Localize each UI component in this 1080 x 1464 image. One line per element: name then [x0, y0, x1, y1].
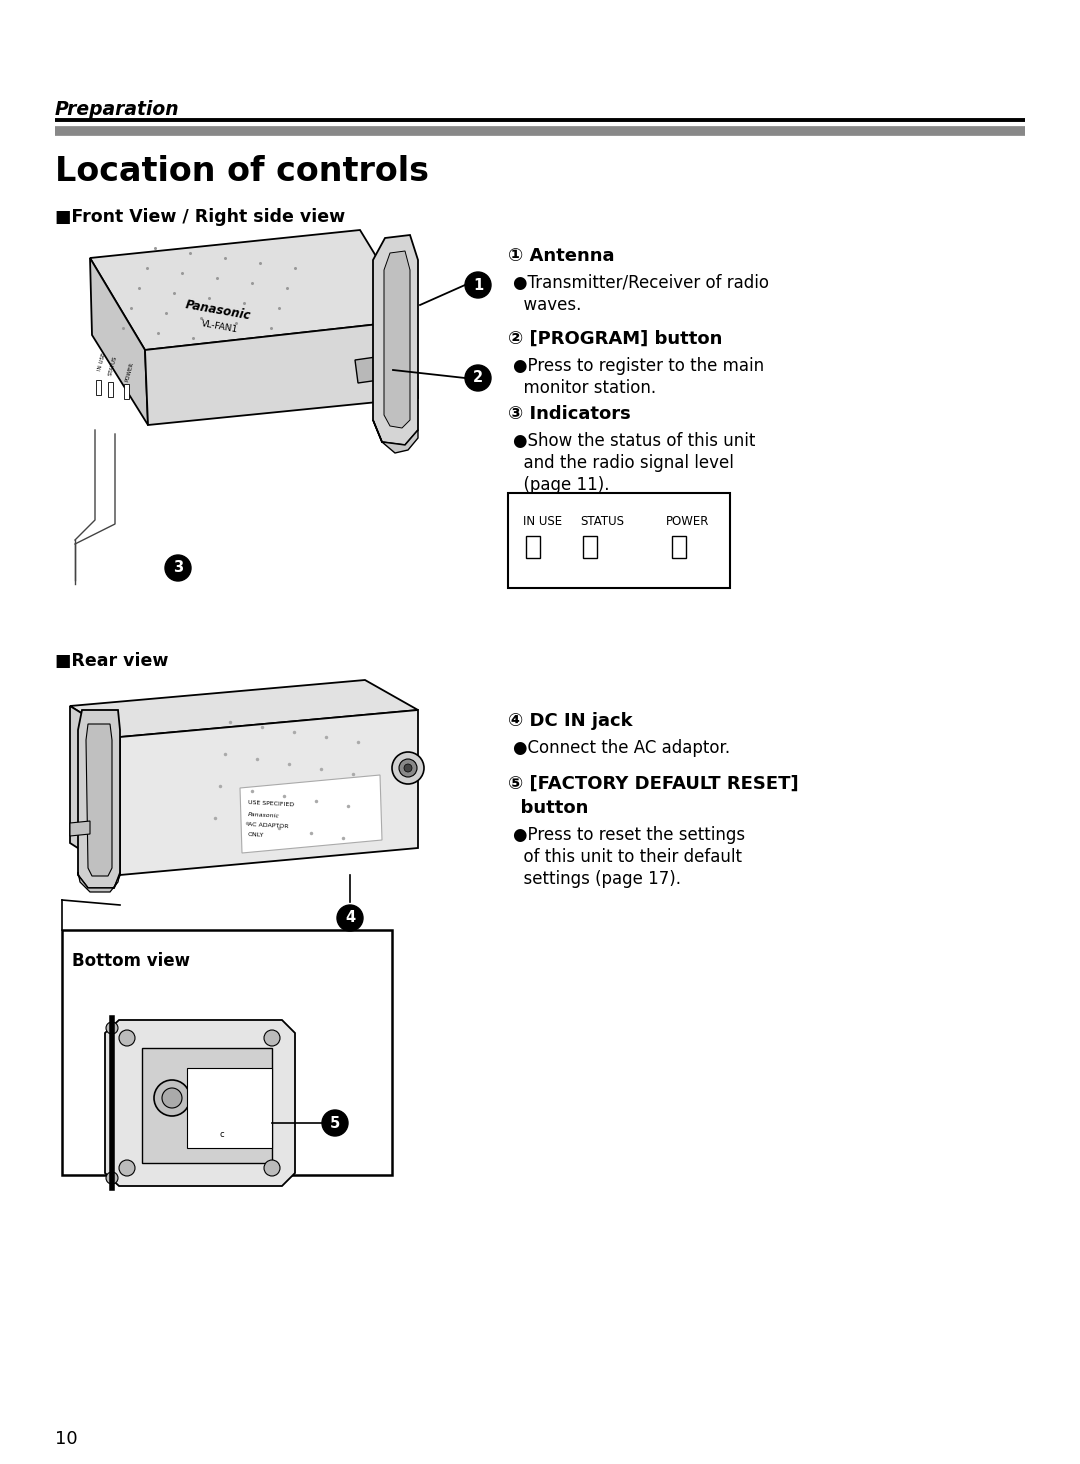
- Polygon shape: [70, 706, 120, 875]
- Text: ●Press to reset the settings: ●Press to reset the settings: [513, 826, 745, 845]
- FancyBboxPatch shape: [508, 493, 730, 589]
- Text: ① Antenna: ① Antenna: [508, 247, 615, 265]
- Text: STATUS: STATUS: [580, 515, 624, 529]
- Text: ●Transmitter/Receiver of radio: ●Transmitter/Receiver of radio: [513, 274, 769, 291]
- Text: ④ DC IN jack: ④ DC IN jack: [508, 712, 633, 731]
- Text: monitor station.: monitor station.: [513, 379, 657, 397]
- Circle shape: [264, 1159, 280, 1176]
- Polygon shape: [141, 1048, 272, 1162]
- Text: ●Press to register to the main: ●Press to register to the main: [513, 357, 765, 375]
- Text: ONLY: ONLY: [248, 832, 265, 837]
- Text: IN USE: IN USE: [523, 515, 562, 529]
- Polygon shape: [78, 873, 120, 892]
- Circle shape: [232, 1088, 252, 1108]
- Text: POWER: POWER: [666, 515, 710, 529]
- Polygon shape: [124, 384, 129, 400]
- Text: Preparation: Preparation: [55, 100, 179, 119]
- Polygon shape: [240, 774, 382, 854]
- Text: c: c: [219, 1130, 225, 1139]
- Circle shape: [154, 1080, 190, 1116]
- Circle shape: [224, 1080, 260, 1116]
- Circle shape: [399, 758, 417, 777]
- Text: ●Connect the AC adaptor.: ●Connect the AC adaptor.: [513, 739, 730, 757]
- Text: USE SPECIFIED: USE SPECIFIED: [248, 799, 295, 808]
- Circle shape: [119, 1031, 135, 1045]
- FancyBboxPatch shape: [526, 536, 540, 558]
- Circle shape: [119, 1159, 135, 1176]
- Circle shape: [322, 1110, 348, 1136]
- Polygon shape: [120, 710, 418, 875]
- Polygon shape: [145, 321, 418, 425]
- Text: ■Rear view: ■Rear view: [55, 651, 168, 671]
- Text: and the radio signal level: and the radio signal level: [513, 454, 734, 471]
- Text: ■Front View / Right side view: ■Front View / Right side view: [55, 208, 346, 225]
- Polygon shape: [187, 1069, 272, 1148]
- FancyBboxPatch shape: [583, 536, 597, 558]
- Text: 5: 5: [329, 1116, 340, 1130]
- Circle shape: [162, 1088, 183, 1108]
- Circle shape: [404, 764, 411, 772]
- Text: VL-FAN1: VL-FAN1: [201, 319, 239, 335]
- Polygon shape: [108, 382, 113, 397]
- Polygon shape: [86, 725, 112, 875]
- Text: waves.: waves.: [513, 296, 581, 313]
- Text: 4: 4: [345, 911, 355, 925]
- Polygon shape: [384, 250, 410, 427]
- Text: of this unit to their default: of this unit to their default: [513, 848, 742, 867]
- Circle shape: [264, 1031, 280, 1045]
- Text: Bottom view: Bottom view: [72, 952, 190, 971]
- Text: IN USE: IN USE: [97, 353, 107, 372]
- Text: ③ Indicators: ③ Indicators: [508, 406, 631, 423]
- Text: 10: 10: [55, 1430, 78, 1448]
- Polygon shape: [70, 821, 90, 836]
- Polygon shape: [96, 381, 102, 395]
- Text: ② [PROGRAM] button: ② [PROGRAM] button: [508, 329, 723, 348]
- Text: Location of controls: Location of controls: [55, 155, 429, 187]
- Polygon shape: [70, 679, 418, 736]
- Polygon shape: [373, 420, 418, 452]
- Text: STATUS: STATUS: [108, 356, 118, 376]
- Text: 1: 1: [473, 278, 483, 293]
- Polygon shape: [90, 230, 415, 350]
- Text: ⑤ [FACTORY DEFAULT RESET]: ⑤ [FACTORY DEFAULT RESET]: [508, 774, 798, 793]
- Text: 3: 3: [173, 561, 184, 575]
- Text: settings (page 17).: settings (page 17).: [513, 870, 681, 889]
- Text: AC ADAPTOR: AC ADAPTOR: [248, 821, 288, 829]
- Circle shape: [392, 752, 424, 785]
- Text: Panasonic: Panasonic: [248, 813, 280, 818]
- Text: button: button: [508, 799, 589, 817]
- Circle shape: [465, 272, 491, 299]
- Polygon shape: [373, 236, 418, 445]
- Polygon shape: [105, 1020, 295, 1186]
- Text: (page 11).: (page 11).: [513, 476, 609, 493]
- FancyBboxPatch shape: [672, 536, 686, 558]
- FancyBboxPatch shape: [62, 930, 392, 1176]
- Circle shape: [106, 1022, 118, 1034]
- Circle shape: [165, 555, 191, 581]
- Circle shape: [337, 905, 363, 931]
- Circle shape: [465, 365, 491, 391]
- Text: ●Show the status of this unit: ●Show the status of this unit: [513, 432, 755, 449]
- Text: Panasonic: Panasonic: [184, 297, 252, 322]
- Text: POWER: POWER: [125, 362, 135, 382]
- Polygon shape: [78, 710, 120, 889]
- Polygon shape: [355, 354, 393, 384]
- Text: 2: 2: [473, 370, 483, 385]
- Circle shape: [106, 1173, 118, 1184]
- Polygon shape: [90, 258, 148, 425]
